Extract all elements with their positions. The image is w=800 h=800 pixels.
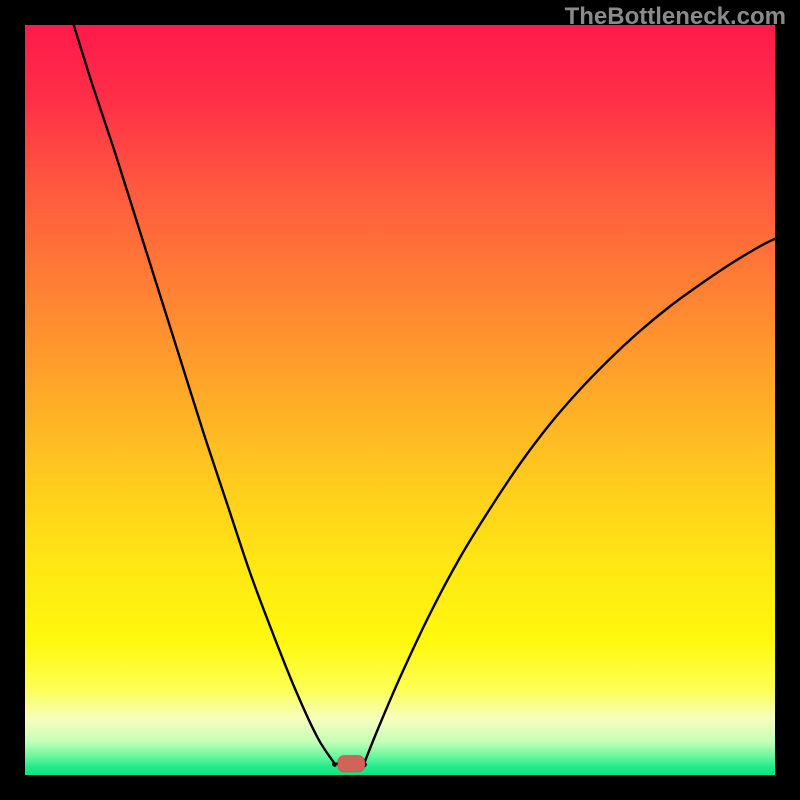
watermark-text: TheBottleneck.com [565, 3, 786, 31]
chart-root: TheBottleneck.com [0, 0, 800, 800]
min-marker [338, 756, 365, 773]
plot-area [25, 25, 775, 775]
gradient-background [25, 25, 775, 775]
plot-svg [25, 25, 775, 775]
